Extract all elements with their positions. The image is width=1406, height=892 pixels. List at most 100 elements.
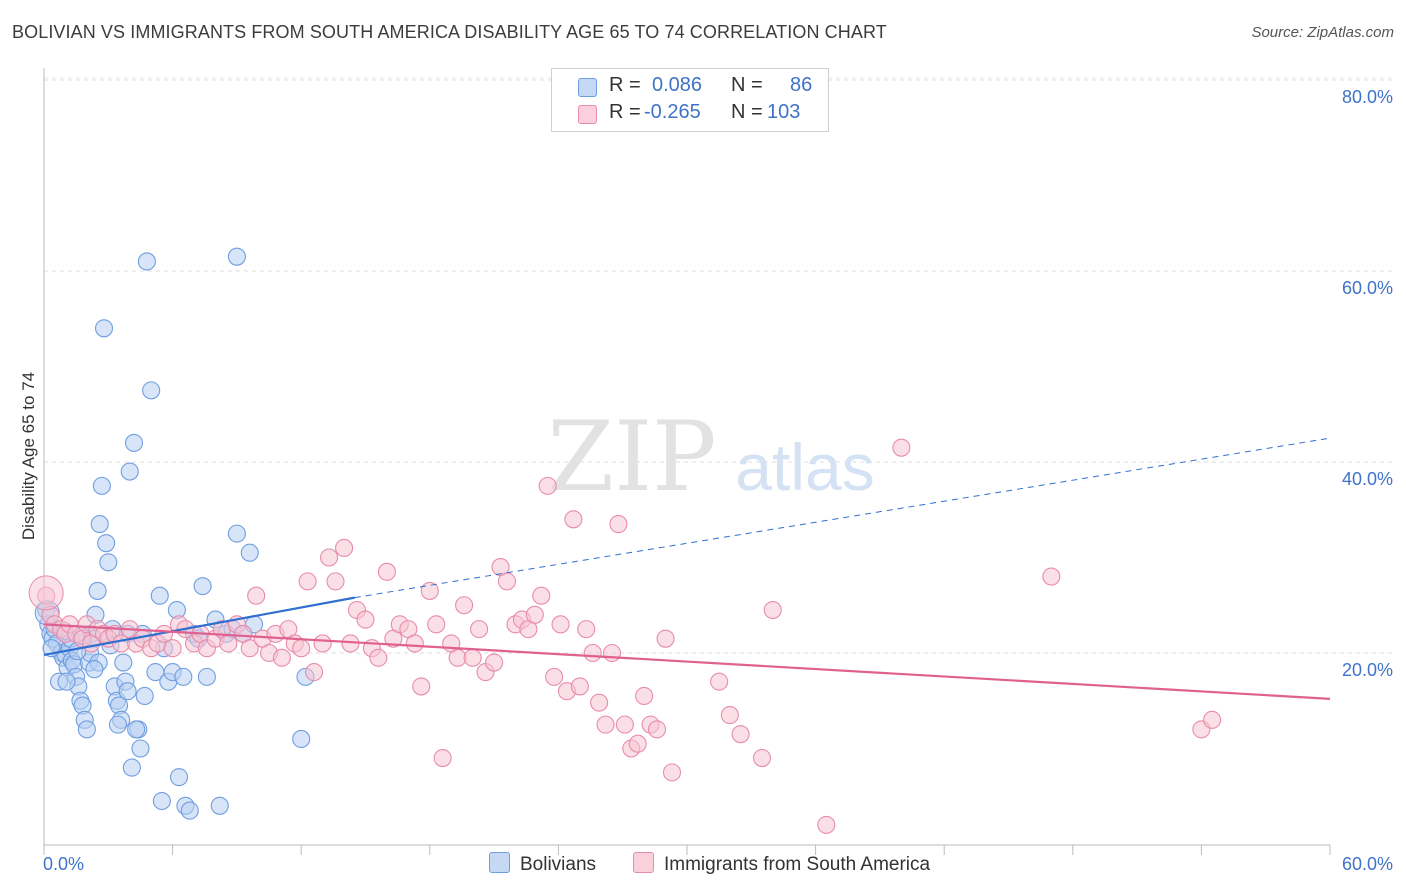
immigrant-point <box>545 667 564 686</box>
bolivians-points <box>34 247 315 820</box>
immigrant-point <box>326 572 345 591</box>
immigrant-point <box>427 615 446 634</box>
immigrant-point <box>369 648 388 667</box>
bolivian-point <box>240 543 259 562</box>
trend-lines <box>43 437 1331 700</box>
bolivian-point <box>227 247 246 266</box>
bolivian-point <box>92 476 111 495</box>
immigrant-point <box>596 715 615 734</box>
immigrant-point <box>377 562 396 581</box>
bolivian-point <box>193 577 212 596</box>
bolivian-point <box>120 462 139 481</box>
legend-r-label: R = <box>609 74 641 96</box>
bolivian-point <box>108 715 127 734</box>
immigrant-point <box>1042 567 1061 586</box>
bolivian-point <box>131 739 150 758</box>
series-swatch-bolivians <box>489 852 510 873</box>
immigrant-point <box>538 476 557 495</box>
series-name-bolivians: Bolivians <box>520 854 597 875</box>
y-tick-label: 40.0% <box>1342 469 1393 489</box>
bolivian-point <box>122 758 141 777</box>
immigrant-point <box>313 634 332 653</box>
immigrant-point <box>577 620 596 639</box>
immigrant-point <box>240 639 259 658</box>
bolivian-point <box>292 729 311 749</box>
bolivian-point <box>57 672 76 691</box>
bolivian-point <box>135 686 154 706</box>
immigrant-point <box>163 639 182 658</box>
immigrant-point <box>590 693 609 712</box>
series-swatch-immigrants <box>633 852 654 873</box>
immigrant-point <box>628 734 647 753</box>
bolivian-point <box>152 791 171 811</box>
watermark: ZIP atlas <box>547 401 874 513</box>
immigrant-point <box>710 672 729 691</box>
bolivians-trend-line <box>43 596 355 656</box>
immigrant-point <box>647 720 667 739</box>
bolivian-point <box>85 660 104 679</box>
bolivian-point <box>97 534 116 553</box>
bolivian-point <box>142 381 161 400</box>
immigrant-point <box>720 706 739 725</box>
bolivian-point <box>99 553 118 572</box>
series-legend-bolivians: Bolivians <box>489 852 596 876</box>
axes <box>43 68 1331 855</box>
legend-n-value: 86 <box>790 74 813 96</box>
immigrant-point <box>305 663 324 682</box>
legend-swatch-immigrants <box>578 105 597 124</box>
correlation-legend: R = 0.086 N = 86 R = -0.265 N = 103 <box>551 68 829 132</box>
immigrant-point <box>731 725 750 744</box>
bolivian-point <box>118 682 137 701</box>
immigrant-point <box>662 763 682 782</box>
immigrant-point <box>485 653 504 672</box>
legend-swatch-bolivians <box>578 78 597 97</box>
immigrant-point <box>583 643 602 663</box>
bolivian-point <box>210 796 229 815</box>
x-tick-label: 60.0% <box>1342 854 1393 874</box>
watermark-atlas: atlas <box>735 430 874 504</box>
bolivian-point <box>90 515 109 534</box>
immigrant-point <box>247 586 266 605</box>
series-legend-immigrants: Immigrants from South America <box>633 852 930 876</box>
immigrants-trend-line <box>43 623 1331 700</box>
immigrant-point-cluster <box>28 575 64 611</box>
bolivian-point <box>77 720 96 739</box>
y-tick-label: 20.0% <box>1342 660 1393 680</box>
legend-r-value: -0.265 <box>644 101 701 123</box>
immigrant-point <box>420 581 439 600</box>
immigrant-point <box>752 748 772 768</box>
immigrant-point <box>551 615 570 634</box>
immigrant-point <box>635 686 654 706</box>
immigrant-point <box>564 510 583 529</box>
immigrant-point <box>497 572 517 591</box>
immigrant-point <box>615 715 634 734</box>
immigrant-point <box>463 648 482 667</box>
bolivian-point <box>124 433 144 452</box>
legend-r-label: R = <box>609 101 641 123</box>
bolivian-point <box>94 319 114 338</box>
legend-r-value: 0.086 <box>652 74 703 96</box>
immigrant-point <box>412 677 431 696</box>
immigrant-point <box>817 815 836 834</box>
bolivian-point <box>227 524 246 543</box>
bolivian-point <box>127 720 146 739</box>
immigrant-point <box>892 438 911 457</box>
immigrant-point <box>570 677 589 696</box>
tick-labels: 20.0% 40.0% 60.0% 80.0% 0.0% 60.0% <box>43 87 1393 874</box>
chart-source: Source: ZipAtlas.com <box>1251 24 1394 41</box>
watermark-zip: ZIP <box>547 401 716 513</box>
immigrant-point <box>219 634 238 653</box>
immigrant-point <box>609 515 628 534</box>
immigrants-points <box>28 438 1222 834</box>
series-name-immigrants: Immigrants from South America <box>664 854 931 875</box>
immigrant-point <box>448 648 467 667</box>
immigrant-point <box>405 634 424 653</box>
chart-title: BOLIVIAN VS IMMIGRANTS FROM SOUTH AMERIC… <box>12 22 887 42</box>
gridlines <box>44 77 1392 654</box>
bolivian-point <box>114 653 133 672</box>
immigrant-point <box>292 639 311 658</box>
bolivian-point <box>88 581 107 600</box>
immigrant-point <box>320 548 339 567</box>
y-tick-label: 80.0% <box>1342 87 1393 107</box>
bolivian-point <box>137 252 156 271</box>
